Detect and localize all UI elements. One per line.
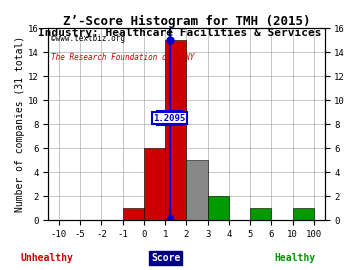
Text: Score: Score bbox=[151, 253, 180, 263]
Bar bbox=[250, 208, 271, 220]
Title: Z’-Score Histogram for TMH (2015): Z’-Score Histogram for TMH (2015) bbox=[63, 15, 310, 28]
Text: Industry: Healthcare Facilities & Services: Industry: Healthcare Facilities & Servic… bbox=[38, 28, 322, 38]
Text: Unhealthy: Unhealthy bbox=[21, 253, 73, 263]
Text: Healthy: Healthy bbox=[275, 253, 316, 263]
Bar bbox=[186, 160, 208, 220]
Bar bbox=[208, 196, 229, 220]
Bar bbox=[123, 208, 144, 220]
Y-axis label: Number of companies (31 total): Number of companies (31 total) bbox=[15, 36, 25, 212]
Text: The Research Foundation of SUNY: The Research Foundation of SUNY bbox=[51, 53, 194, 62]
Bar bbox=[144, 148, 165, 220]
Text: 1.2095: 1.2095 bbox=[153, 114, 186, 123]
Bar bbox=[293, 208, 314, 220]
Text: ©www.textbiz.org: ©www.textbiz.org bbox=[51, 34, 125, 43]
Bar bbox=[165, 40, 186, 220]
